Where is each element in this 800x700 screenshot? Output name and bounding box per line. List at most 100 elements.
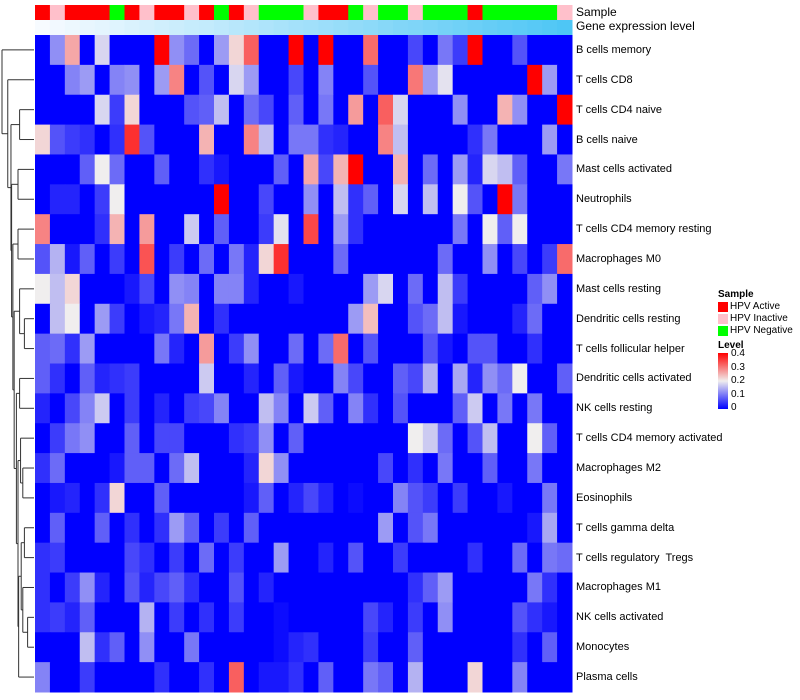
heatmap-cell [109,632,125,663]
legend-sample-title: Sample [718,289,754,300]
heatmap-cell [214,542,230,574]
heatmap-cell [94,572,111,603]
heatmap-cell [527,94,543,126]
heatmap-cell [437,512,454,544]
heatmap-cell [273,35,290,66]
heatmap-cell [35,482,51,514]
heatmap-cell [214,632,230,663]
heatmap-cell [422,244,439,275]
row-label: Dendritic cells activated [576,372,692,385]
heatmap-cell [184,244,200,275]
heatmap-cell [422,94,439,126]
heatmap-cell [214,244,230,275]
heatmap-cell [64,35,81,66]
heatmap-cell [542,662,558,693]
heatmap-cell [94,35,111,66]
heatmap-cell [288,512,304,544]
heatmap-cell [363,64,379,96]
gene-expression-annotation-cell [79,20,96,35]
heatmap-cell [422,303,439,335]
gene-expression-annotation-cell [35,20,51,35]
heatmap-cell [378,572,394,603]
heatmap-cell [169,453,185,484]
heatmap-cell [527,602,543,633]
heatmap-cell [303,363,319,394]
heatmap-cell [94,303,111,335]
heatmap-cell [512,542,528,574]
heatmap-cell [228,482,245,514]
heatmap-cell [452,393,469,424]
heatmap-cell [139,333,155,364]
heatmap-cell [124,273,140,305]
heatmap-cell [228,662,245,693]
sample-annotation-cell [452,5,469,20]
sample-annotation-cell [79,5,96,20]
heatmap-cell [49,214,66,245]
sample-annotation-label: Sample [576,5,617,19]
heatmap-cell [243,273,260,305]
row-label: Mast cells resting [576,282,661,295]
heatmap-cell [109,512,125,544]
heatmap-cell [124,303,140,335]
heatmap-cell [199,94,215,126]
gene-expression-annotation-cell [228,20,245,35]
heatmap-cell [199,303,215,335]
gene-expression-annotation-cell [557,20,573,35]
heatmap-cell [452,363,469,394]
heatmap-cell [333,64,349,96]
heatmap-cell [199,393,215,424]
heatmap-cell [512,64,528,96]
heatmap-cell [407,423,424,454]
gene-expression-annotation-cell [273,20,290,35]
row-label: Plasma cells [576,671,638,684]
heatmap-cell [199,453,215,484]
heatmap-cell [94,602,111,633]
heatmap-cell [333,393,349,424]
heatmap-cell [542,542,558,574]
heatmap-cell [393,662,409,693]
heatmap-cell [303,542,319,574]
heatmap-cell [527,423,543,454]
heatmap-cell [109,363,125,394]
heatmap-cell [139,482,155,514]
heatmap-cell [273,94,290,126]
heatmap-cell [139,542,155,574]
heatmap-cell [124,154,140,185]
heatmap-cell [452,482,469,514]
heatmap-cell [79,482,96,514]
heatmap-cell [542,303,558,335]
heatmap-cell [79,184,96,215]
sample-annotation-cell [482,5,498,20]
gene-expression-annotation-cell [303,20,319,35]
heatmap-cell [49,512,66,544]
heatmap-cell [348,393,364,424]
heatmap-cell [527,154,543,185]
heatmap-cell [497,184,513,215]
heatmap-cell [482,542,498,574]
sample-annotation-cell [49,5,66,20]
row-label: T cells gamma delta [576,521,675,534]
heatmap-cell [452,542,469,574]
heatmap-cell [482,273,498,305]
heatmap-cell [482,333,498,364]
sample-annotation-cell [497,5,513,20]
gene-expression-annotation-cell [512,20,528,35]
heatmap-cell [303,214,319,245]
heatmap-cell [273,184,290,215]
legend-swatch-hpv-inactive [718,313,728,324]
heatmap-cell [35,214,51,245]
heatmap-cell [422,124,439,155]
heatmap-cell [109,94,125,126]
heatmap-cell [214,273,230,305]
heatmap-cell [124,542,140,574]
heatmap-cell [527,333,543,364]
legend-label: HPV Active [730,301,781,312]
heatmap-cell [497,482,513,514]
heatmap-cell [169,64,185,96]
heatmap-cell [437,423,454,454]
heatmap-cell [35,303,51,335]
heatmap-cell [393,333,409,364]
heatmap-cell [393,273,409,305]
heatmap-cell [348,572,364,603]
heatmap-cell [348,333,364,364]
